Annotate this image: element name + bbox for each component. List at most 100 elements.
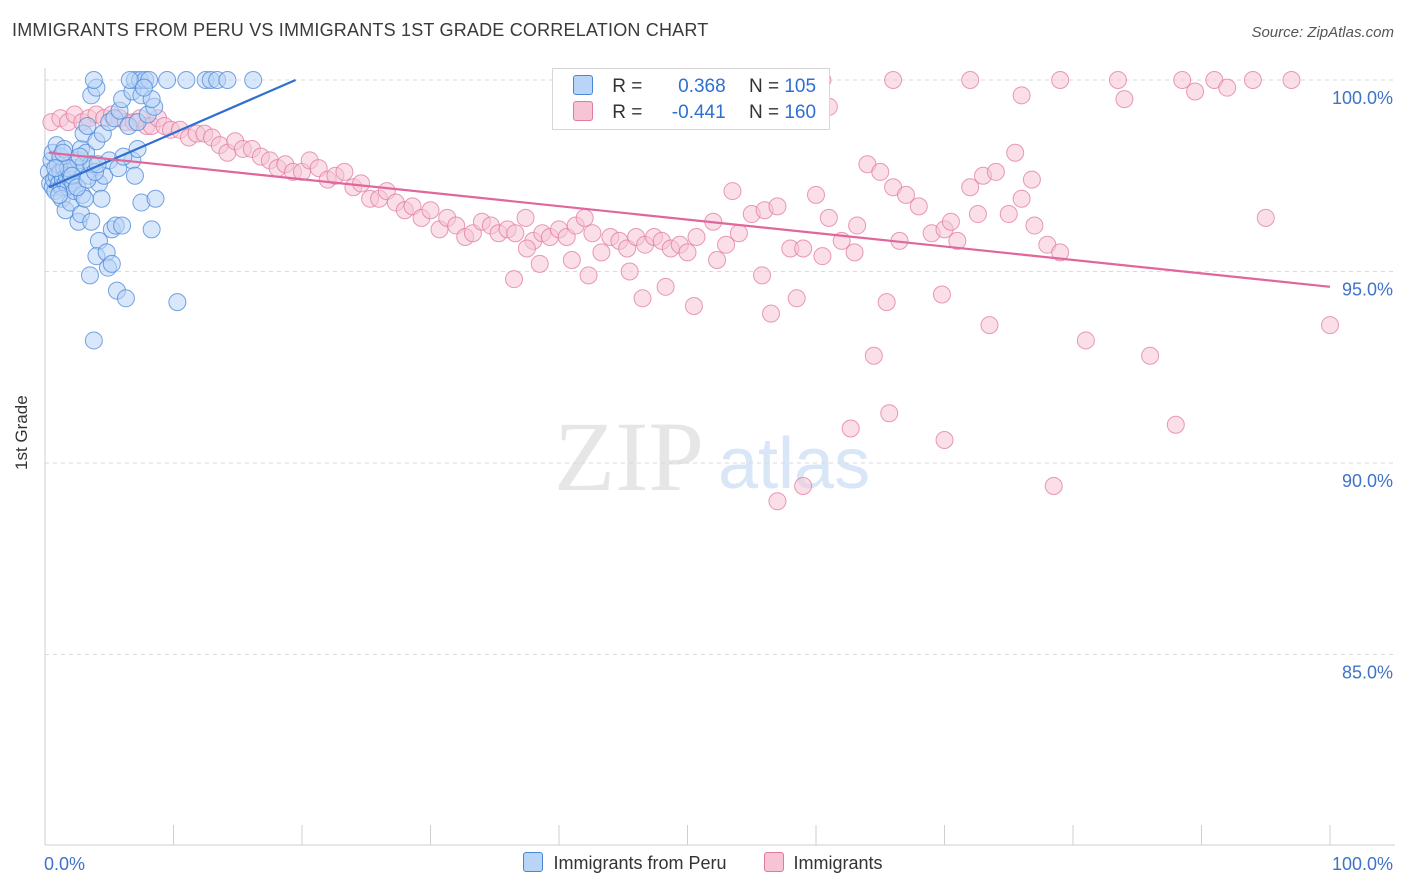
- point-immigrants: [1012, 189, 1031, 208]
- point-immigrants: [848, 216, 867, 235]
- series-legend: Immigrants from Peru Immigrants: [0, 852, 1406, 874]
- point-immigrants: [753, 266, 772, 285]
- point-peru: [134, 78, 153, 97]
- point-peru: [84, 71, 103, 89]
- point-peru: [218, 71, 237, 89]
- point-immigrants: [1321, 316, 1339, 335]
- point-immigrants: [941, 212, 960, 231]
- point-immigrants: [999, 205, 1018, 224]
- point-immigrants: [807, 185, 825, 204]
- trend-line-peru: [48, 78, 297, 189]
- point-immigrants: [729, 224, 748, 243]
- chart-title: IMMIGRANTS FROM PERU VS IMMIGRANTS 1ST G…: [12, 20, 709, 40]
- point-immigrants: [909, 197, 928, 216]
- point-immigrants: [968, 205, 987, 224]
- point-immigrants: [1006, 143, 1025, 162]
- source-label: Source: ZipAtlas.com: [1251, 24, 1394, 41]
- point-immigrants: [517, 239, 536, 258]
- x-tick-label: 0.0%: [44, 854, 85, 874]
- point-immigrants: [845, 243, 864, 262]
- point-immigrants: [1256, 208, 1275, 227]
- point-immigrants: [961, 178, 980, 197]
- point-immigrants: [880, 404, 899, 423]
- series-swatch-blue: [523, 852, 544, 872]
- point-peru: [146, 189, 165, 208]
- point-immigrants: [864, 346, 883, 365]
- point-immigrants: [579, 266, 598, 285]
- point-immigrants: [1218, 78, 1237, 97]
- legend-r-value: 0.368: [678, 76, 726, 97]
- trend-lines: [48, 78, 1331, 288]
- point-immigrants: [1141, 346, 1160, 365]
- point-immigrants: [505, 270, 524, 289]
- points-layer: [39, 71, 1339, 511]
- point-peru: [82, 212, 101, 231]
- point-immigrants: [884, 71, 903, 89]
- point-immigrants: [794, 476, 813, 495]
- point-peru: [92, 189, 111, 208]
- series-legend-immigrants: Immigrants: [763, 852, 883, 874]
- point-immigrants: [421, 201, 440, 220]
- point-immigrants: [656, 277, 675, 296]
- point-peru: [116, 289, 135, 308]
- point-immigrants: [794, 239, 813, 258]
- legend-r-value: -0.441: [671, 102, 726, 123]
- axes: [44, 68, 1395, 846]
- y-tick-label: 95.0%: [1342, 280, 1393, 300]
- series-legend-label: Immigrants: [793, 853, 883, 873]
- point-immigrants: [1282, 71, 1301, 89]
- series-legend-peru: Immigrants from Peru: [523, 852, 727, 874]
- legend-n-value: 160: [784, 102, 817, 123]
- point-immigrants: [841, 419, 860, 438]
- point-immigrants: [1076, 331, 1095, 350]
- series-swatch-pink: [763, 852, 784, 872]
- point-immigrants: [1051, 243, 1070, 262]
- point-immigrants: [813, 247, 832, 266]
- legend-swatch-blue: [573, 75, 593, 95]
- point-immigrants: [896, 185, 915, 204]
- point-peru: [84, 331, 103, 350]
- point-immigrants: [871, 162, 890, 181]
- grid: [45, 79, 1395, 655]
- legend: R = 0.368 N = 105 R = -0.441 N = 160: [552, 68, 830, 130]
- point-peru: [142, 220, 161, 239]
- point-immigrants: [684, 296, 703, 315]
- point-immigrants: [1243, 71, 1262, 89]
- point-immigrants: [708, 251, 727, 270]
- point-immigrants: [516, 208, 535, 227]
- tick-labels: 100.0% 95.0% 90.0% 85.0% 0.0% 100.0%: [44, 88, 1393, 874]
- point-immigrants: [1186, 82, 1205, 101]
- y-tick-label: 85.0%: [1342, 663, 1393, 683]
- point-peru: [102, 254, 121, 273]
- point-immigrants: [717, 235, 736, 254]
- point-immigrants: [620, 262, 639, 281]
- point-peru: [120, 71, 139, 89]
- legend-r-label: R =: [612, 102, 643, 123]
- point-peru: [177, 71, 196, 89]
- point-immigrants: [1051, 71, 1070, 89]
- point-peru: [80, 266, 99, 285]
- point-immigrants: [1022, 170, 1041, 189]
- point-immigrants: [787, 289, 806, 308]
- point-immigrants: [633, 289, 652, 308]
- point-immigrants: [575, 208, 594, 227]
- point-immigrants: [1044, 476, 1063, 495]
- point-peru: [244, 71, 263, 89]
- point-immigrants: [1012, 86, 1031, 105]
- point-immigrants: [335, 162, 354, 181]
- watermark-zip: ZIP: [554, 401, 704, 512]
- point-immigrants: [1173, 71, 1192, 89]
- legend-n-value: 105: [784, 76, 817, 97]
- legend-r-label: R =: [612, 76, 643, 97]
- y-axis-label: 1st Grade: [12, 395, 31, 470]
- point-peru: [168, 293, 187, 312]
- point-immigrants: [352, 174, 371, 193]
- watermark: ZIP atlas: [554, 401, 870, 512]
- point-immigrants: [1115, 90, 1134, 109]
- point-immigrants: [932, 285, 951, 304]
- point-peru: [50, 185, 69, 204]
- point-immigrants: [961, 71, 980, 89]
- point-immigrants: [948, 231, 967, 250]
- point-immigrants: [877, 293, 896, 312]
- point-immigrants: [819, 208, 838, 227]
